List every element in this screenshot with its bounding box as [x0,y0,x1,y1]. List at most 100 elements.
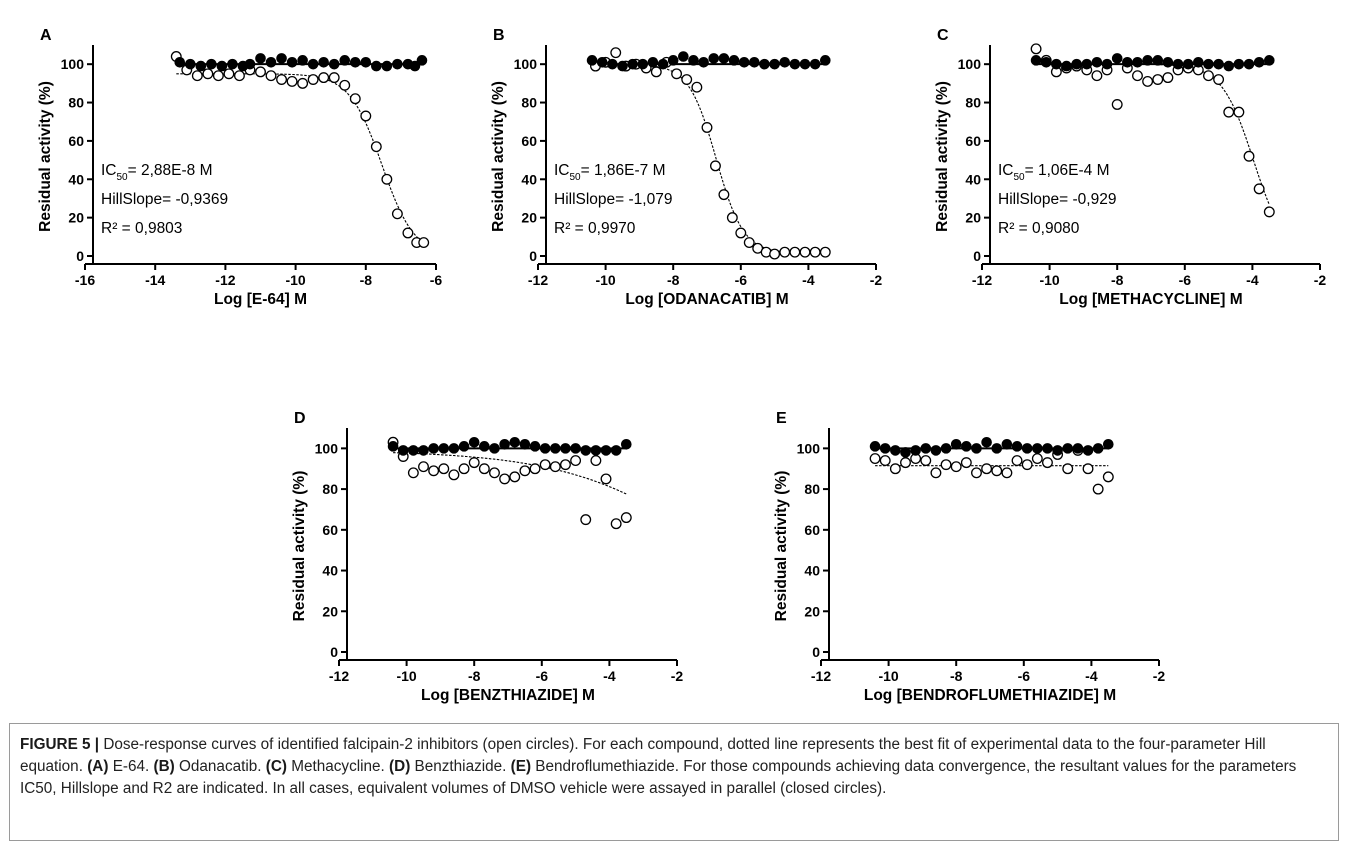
inhibitor-point [1021,459,1033,471]
control-point [206,58,217,70]
y-tick-label: 40 [322,563,338,579]
inhibitor-point [1030,43,1042,55]
control-point [1243,58,1255,70]
control-point [890,445,901,456]
x-tick-label: -16 [75,272,95,288]
control-point [1081,58,1093,70]
r2-annotation: R² = 0,9970 [554,220,636,237]
control-point [428,443,439,454]
ic50-annotation: IC50= 1,86E-7 M [554,162,666,183]
control-point [479,441,490,452]
figure-plots: 0 20 40 60 80 100 -16 -14 -12 -10 -8 -6 Log [E-64] M… [37,27,1327,704]
control-point [1042,443,1053,454]
control-point [627,58,638,70]
y-axis-title: Residual activity (%) [291,471,308,622]
inhibitor-point [448,469,460,481]
caption-text-e: Bendroflumethiazide. For those compounds… [20,758,1297,797]
control-point [1032,443,1043,454]
control-point [397,445,409,456]
inhibitor-point [529,463,541,475]
inhibitor-point [900,457,911,469]
inhibitor-point [1042,457,1053,469]
control-point [1122,56,1133,68]
inhibitor-point [600,473,612,485]
inhibitor-point [718,189,730,201]
r2-annotation: R² = 0,9080 [998,220,1080,237]
panel-letter: A [40,27,52,44]
inhibitor-point [779,246,791,258]
x-tick-label: -6 [1018,668,1031,684]
control-point [779,56,791,68]
y-tick-label: 40 [68,171,84,187]
control-point [1092,443,1104,454]
inhibitor-point [950,461,962,473]
inhibitor-point [570,455,582,467]
control-point [749,56,760,68]
inhibitor-point [691,81,703,93]
control-point [1264,55,1275,66]
x-tick-label: -2 [1314,272,1327,288]
y-tick-label: 40 [521,171,537,187]
control-point [991,443,1003,454]
inhibitor-point [428,465,440,477]
inhibitor-point [1233,106,1245,118]
x-tick-label: -8 [1111,272,1124,288]
inhibitor-point [1062,463,1074,475]
control-point [381,60,393,72]
inhibitor-point [991,465,1003,477]
control-point [708,53,720,64]
control-point [318,56,329,68]
inhibitor-point [539,459,551,471]
inhibitor-point [1102,471,1114,483]
control-point [539,443,551,454]
inhibitor-fit-curve [176,73,425,244]
y-axis-title: Residual activity (%) [934,81,951,232]
caption-tag-a: (A) [87,758,109,775]
panel-letter: B [493,27,505,44]
control-point [1152,55,1164,66]
control-point [586,55,598,66]
control-point [728,55,740,66]
inhibitor-point [276,74,288,85]
y-tick-label: 60 [804,522,820,538]
control-point [519,438,531,450]
inhibitor-point [1011,455,1023,467]
x-tick-label: -4 [603,668,616,684]
x-tick-label: -2 [1153,668,1166,684]
inhibitor-point [1243,150,1255,162]
control-point [950,438,962,450]
control-point [265,56,277,68]
control-point [820,55,831,66]
control-point [1203,58,1214,70]
panel-d: 0 20 40 60 80 100 -12 -10 -8 -6 -4 -2 Log [BENZTHIAZ… [291,410,683,704]
y-tick-label: 100 [514,56,538,72]
control-point [570,443,581,454]
y-tick-label: 60 [965,133,981,149]
inhibitor-point [726,212,738,224]
control-point [910,445,921,456]
caption-sentence: Dose-response curves of identified falci… [20,736,1266,775]
x-tick-label: -8 [667,272,680,288]
inhibitor-point [1223,106,1235,118]
control-point [1182,58,1194,70]
control-point [174,56,186,68]
x-tick-label: -10 [595,272,615,288]
control-point [468,436,480,448]
caption-text-c: Methacycline. [287,758,390,775]
control-point [1253,56,1265,68]
inhibitor-point [391,208,403,220]
inhibitor-point [971,467,982,479]
control-point [621,438,632,450]
inhibitor-point [1213,74,1225,85]
inhibitor-point [981,463,993,475]
y-tick-label: 60 [322,522,338,538]
control-point [971,443,982,454]
x-tick-label: -10 [1039,272,1059,288]
x-tick-label: -12 [811,668,831,684]
control-point [930,445,942,456]
inhibitor-fit-curve [1036,63,1270,205]
inhibitor-point [519,465,531,477]
x-tick-label: -14 [145,272,165,288]
x-axis-title: Log [BENDROFLUMETHIAZIDE] M [864,687,1116,704]
control-point [1193,56,1204,68]
